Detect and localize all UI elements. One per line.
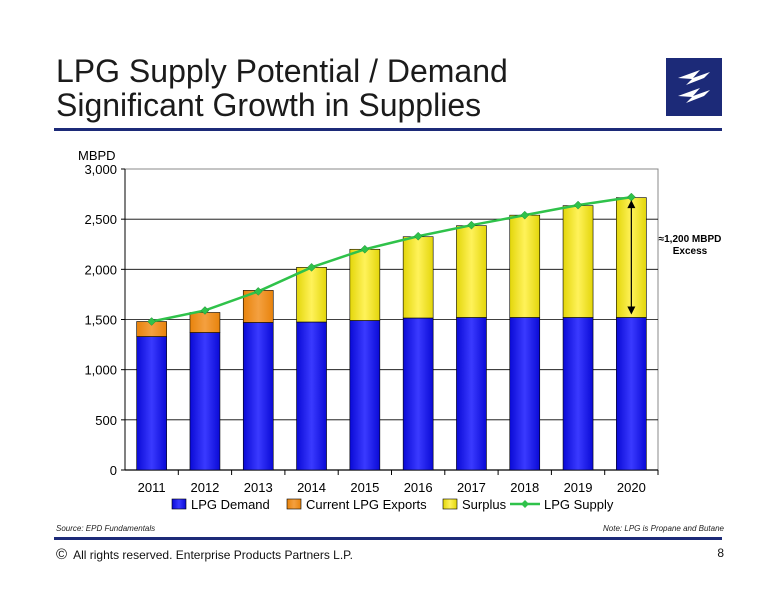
x-tick-label: 2019 <box>564 480 593 495</box>
x-tick-label: 2011 <box>138 480 166 495</box>
x-tick-label: 2016 <box>404 480 433 495</box>
supply-marker <box>413 231 423 241</box>
demand-bar <box>189 332 221 471</box>
excess-arrow-head-up <box>627 200 636 209</box>
lpg-note: Note: LPG is Propane and Butane <box>603 524 724 533</box>
source-note: Source: EPD Fundamentals <box>56 524 156 533</box>
legend-supply-label: LPG Supply <box>544 497 614 512</box>
x-tick-label: 2013 <box>244 480 273 495</box>
lightning-logo-icon <box>678 70 710 103</box>
y-tick-label: 500 <box>95 413 117 428</box>
legend-surplus-swatch <box>442 498 458 510</box>
copyright-footer: © All rights reserved. Enterprise Product… <box>56 546 353 563</box>
surplus-bar <box>349 248 381 321</box>
legend-supply-marker <box>521 500 529 508</box>
x-tick-label: 2012 <box>190 480 219 495</box>
supply-marker <box>307 262 316 272</box>
demand-bar <box>616 317 647 471</box>
x-tick-label: 2017 <box>457 480 486 495</box>
copyright-text: All rights reserved. Enterprise Products… <box>73 548 353 562</box>
header-rule <box>54 128 722 131</box>
title-line-2: Significant Growth in Supplies <box>56 87 482 123</box>
slide-title: LPG Supply Potential / Demand Significan… <box>56 54 508 122</box>
title-line-1: LPG Supply Potential / Demand <box>56 53 508 89</box>
exports-bar <box>189 312 221 333</box>
y-tick-label: 1,500 <box>84 313 117 328</box>
y-tick-label: 1,000 <box>84 363 117 378</box>
surplus-bar <box>402 236 434 319</box>
legend-exports-swatch <box>286 498 302 510</box>
legend-demand-swatch <box>171 498 187 510</box>
demand-bar <box>349 320 381 471</box>
x-tick-label: 2020 <box>617 480 646 495</box>
y-tick-label: 2,500 <box>84 212 117 227</box>
supply-marker <box>573 200 583 210</box>
demand-bar <box>402 317 434 471</box>
demand-bar <box>136 336 167 471</box>
supply-marker <box>520 210 530 220</box>
surplus-bar <box>509 214 541 318</box>
supply-line <box>151 195 632 323</box>
excess-annotation-line2: Excess <box>673 246 708 257</box>
surplus-bar <box>456 225 487 318</box>
surplus-bar <box>296 267 327 323</box>
demand-bar <box>242 322 274 471</box>
footer-rule <box>54 537 722 540</box>
excess-annotation-line1: ≈1,200 MBPD <box>659 234 722 245</box>
demand-bar <box>509 317 541 471</box>
supply-marker <box>147 317 157 326</box>
x-tick-label: 2015 <box>350 480 379 495</box>
x-tick-label: 2014 <box>297 480 326 495</box>
supply-marker <box>467 220 476 230</box>
demand-bar <box>296 321 327 471</box>
copyright-icon: © <box>56 546 68 563</box>
legend-exports-label: Current LPG Exports <box>306 497 427 512</box>
surplus-bar <box>562 205 594 318</box>
demand-bar <box>456 317 487 471</box>
x-tick-label: 2018 <box>510 480 539 495</box>
excess-arrow-head-down <box>627 306 636 315</box>
page-number: 8 <box>717 546 724 560</box>
y-axis-label: MBPD <box>78 148 116 163</box>
y-tick-label: 3,000 <box>84 162 117 177</box>
legend-surplus-label: Surplus <box>462 497 507 512</box>
enterprise-logo <box>666 58 722 116</box>
supply-marker <box>253 287 263 296</box>
demand-bar <box>562 317 594 471</box>
supply-marker <box>200 306 210 315</box>
supply-marker <box>360 244 370 254</box>
y-tick-label: 0 <box>110 463 117 478</box>
legend-demand-label: LPG Demand <box>191 497 270 512</box>
y-tick-label: 2,000 <box>84 262 117 277</box>
